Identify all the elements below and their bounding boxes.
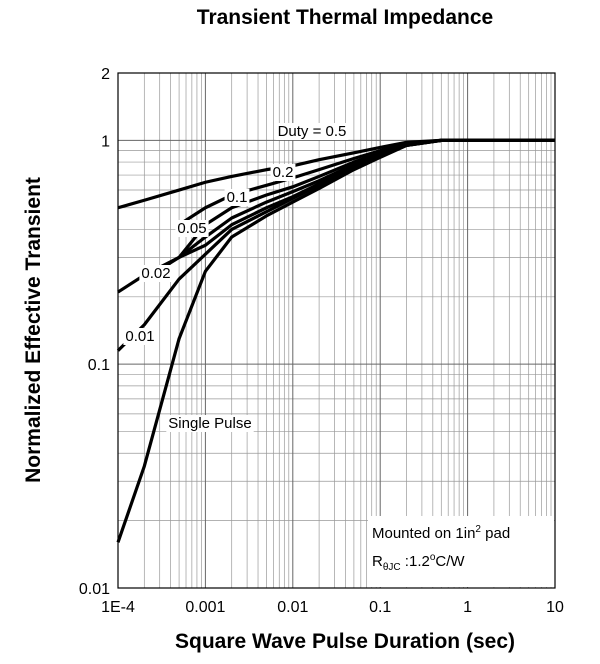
x-axis-label: Square Wave Pulse Duration (sec) (175, 630, 515, 653)
y-tick-label: 1 (101, 133, 110, 150)
series-label: 0.1 (227, 189, 248, 206)
note-line1: Mounted on 1in2 pad (372, 524, 510, 542)
note-sup: 2 (475, 524, 481, 535)
y-tick-label: 2 (101, 66, 110, 83)
labels: Duty = 0.5 0.2 0.1 0.05 0.02 0.01 Single Pulse (123, 123, 349, 432)
x-tick-label: 0.01 (277, 599, 308, 616)
series-label-bg (275, 123, 349, 140)
series-label: 0.02 (141, 265, 170, 282)
grid (117, 72, 556, 589)
series-label-bg (175, 220, 209, 237)
x-tick-label: 1E-4 (101, 599, 135, 616)
x-tick-label: 1 (463, 599, 472, 616)
note-text: R (372, 553, 383, 570)
y-axis-label: Normalized Effective Transient (22, 177, 45, 483)
plot-frame (117, 72, 556, 589)
lines (116, 138, 555, 543)
series-label-bg (224, 189, 250, 206)
series-label: Single Pulse (168, 415, 251, 432)
series-label-bg (123, 328, 157, 345)
note-text: Mounted on 1in (372, 525, 475, 542)
series-label-bg (139, 265, 173, 282)
x-tick-label: 0.1 (369, 599, 391, 616)
note-box (368, 516, 554, 587)
note-sup: o (430, 552, 436, 563)
note-sub: θJC (383, 562, 401, 573)
series-line (116, 138, 555, 543)
series-label: 0.01 (125, 328, 154, 345)
note-text: C/W (435, 553, 465, 570)
y-tick-label: 0.01 (79, 581, 110, 598)
x-tick-label: 0.001 (185, 599, 225, 616)
series-label: 0.05 (177, 220, 206, 237)
x-tick-label: 10 (546, 599, 564, 616)
series-label-bg (166, 415, 254, 432)
series-label: Duty = 0.5 (278, 123, 347, 140)
note-text: pad (481, 525, 510, 542)
series-line (178, 138, 555, 227)
series-label: 0.2 (273, 164, 294, 181)
chart-title: Transient Thermal Impedance (197, 6, 493, 29)
y-tick-label: 0.1 (88, 357, 110, 374)
note-line2: RθJC :1.2oC/W (372, 552, 465, 573)
note-text: :1.2 (401, 553, 430, 570)
series-label-bg (270, 164, 296, 181)
